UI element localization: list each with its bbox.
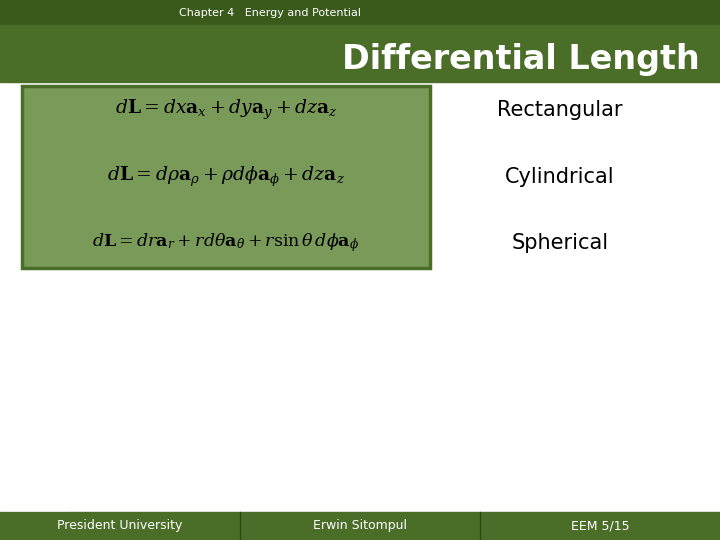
Text: Differential Length: Differential Length	[342, 44, 700, 77]
Text: Cylindrical: Cylindrical	[505, 167, 615, 187]
Text: Spherical: Spherical	[511, 233, 608, 253]
Text: Erwin Sitompul: Erwin Sitompul	[313, 519, 407, 532]
Bar	[0, 25, 720, 82]
Text: Chapter 4   Energy and Potential: Chapter 4 Energy and Potential	[179, 8, 361, 17]
Bar	[0, 512, 720, 540]
Text: President University: President University	[58, 519, 183, 532]
Text: $d\mathbf{L} = dx\mathbf{a}_x + dy\mathbf{a}_y + dz\mathbf{a}_z$: $d\mathbf{L} = dx\mathbf{a}_x + dy\mathb…	[114, 98, 337, 122]
Text: $d\mathbf{L} = d\rho\mathbf{a}_\rho + \rho d\phi\mathbf{a}_\phi + dz\mathbf{a}_z: $d\mathbf{L} = d\rho\mathbf{a}_\rho + \r…	[107, 165, 345, 189]
Bar	[8, 452, 66, 510]
Text: Rectangular: Rectangular	[498, 100, 623, 120]
Text: EEM 5/15: EEM 5/15	[571, 519, 629, 532]
Bar	[0, 0, 720, 25]
FancyBboxPatch shape	[22, 86, 430, 268]
Text: $d\mathbf{L} = dr\mathbf{a}_r + rd\theta\mathbf{a}_\theta + r\sin\theta\, d\phi\: $d\mathbf{L} = dr\mathbf{a}_r + rd\theta…	[92, 232, 360, 254]
